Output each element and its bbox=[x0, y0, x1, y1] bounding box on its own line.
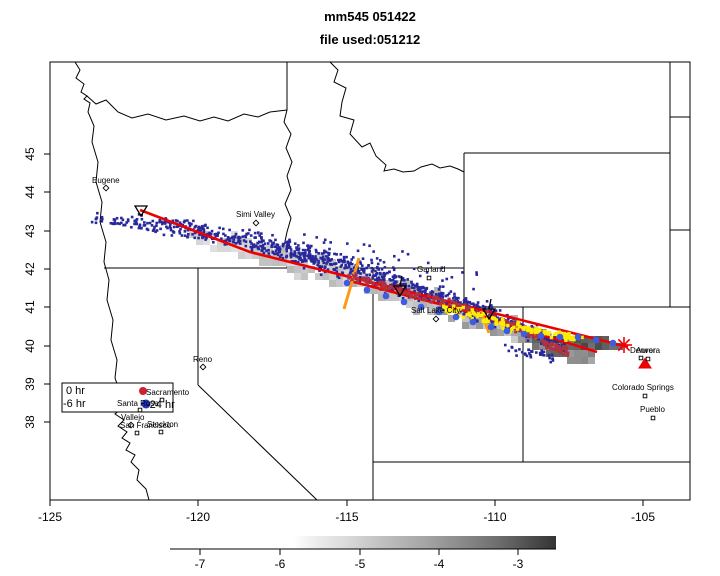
city-label: Santa Rosa bbox=[117, 399, 159, 408]
city-marker bbox=[199, 363, 207, 371]
time-step-dot bbox=[592, 336, 600, 344]
open-triangle-marker bbox=[133, 205, 149, 218]
x-tick-label: -125 bbox=[38, 510, 62, 524]
city-marker bbox=[645, 356, 651, 362]
triangle-stem bbox=[488, 298, 492, 310]
city-label: Denver bbox=[630, 346, 656, 355]
city-marker bbox=[158, 429, 164, 435]
time-step-dot bbox=[469, 318, 477, 326]
filled-triangle-marker bbox=[638, 357, 652, 369]
y-tick-label: 38 bbox=[23, 415, 37, 429]
colorbar-tick-label: -7 bbox=[195, 557, 206, 571]
orange-segment bbox=[342, 257, 361, 310]
city-labels: Eugene Simi Valley Garland Salt Lake City Re… bbox=[92, 176, 674, 436]
city-label: Eugene bbox=[92, 176, 120, 185]
colorbar: -7 -6 -5 -4 -3 bbox=[170, 536, 556, 571]
x-tick-label: -110 bbox=[483, 510, 506, 524]
time-step-dot bbox=[452, 313, 460, 321]
trajectory-time-dots bbox=[343, 279, 617, 347]
time-step-dot bbox=[343, 279, 351, 287]
time-step-dot bbox=[574, 333, 582, 341]
axes: -125 -120 -115 -110 -105 45 44 43 42 41 40 39 38 bbox=[23, 147, 655, 524]
time-step-dot bbox=[363, 286, 371, 294]
city-label: Sacramento bbox=[146, 388, 190, 397]
time-step-dot bbox=[537, 332, 545, 340]
colorbar-tick-label: -3 bbox=[513, 557, 524, 571]
time-step-dot bbox=[556, 333, 564, 341]
city-marker bbox=[127, 421, 135, 429]
city-label: Stockton bbox=[147, 420, 178, 429]
time-step-dot bbox=[417, 303, 425, 311]
plot-subtitle: file used:051212 bbox=[320, 32, 420, 47]
time-step-dot bbox=[400, 298, 408, 306]
time-step-dot bbox=[382, 292, 390, 300]
x-tick-label: -120 bbox=[186, 510, 210, 524]
colorbar-tick-label: -6 bbox=[275, 557, 286, 571]
legend-symbol-dot bbox=[141, 399, 151, 409]
x-tick-label: -115 bbox=[335, 510, 358, 524]
city-label: Salt Lake City bbox=[411, 306, 460, 315]
city-marker bbox=[134, 430, 140, 436]
time-step-dot bbox=[520, 330, 528, 338]
main-trajectory bbox=[139, 208, 629, 349]
time-step-dot bbox=[503, 327, 511, 335]
city-marker bbox=[137, 407, 143, 413]
time-step-dot bbox=[609, 339, 617, 347]
city-marker bbox=[102, 184, 110, 192]
city-marker bbox=[638, 355, 644, 361]
site-markers bbox=[133, 205, 652, 369]
plot-border bbox=[49, 61, 691, 501]
y-tick-label: 39 bbox=[23, 377, 37, 391]
colorbar-tick-label: -4 bbox=[434, 557, 445, 571]
city-marker bbox=[642, 393, 648, 399]
city-marker bbox=[432, 315, 440, 323]
plot-frame bbox=[49, 61, 691, 501]
particle-scatter-navy bbox=[90, 211, 566, 364]
city-label: Garland bbox=[417, 265, 445, 274]
city-marker bbox=[650, 415, 656, 421]
legend-symbol-dot bbox=[139, 387, 147, 395]
triangle-stem bbox=[399, 275, 403, 287]
legend-box bbox=[61, 382, 174, 413]
map-border-line bbox=[197, 384, 318, 501]
city-label: Vallejo bbox=[121, 413, 145, 422]
map-border-line bbox=[329, 61, 465, 173]
city-label: San Francisco bbox=[120, 421, 172, 430]
city-marker bbox=[159, 397, 165, 403]
city-label: Reno bbox=[193, 355, 213, 364]
city-label: Pueblo bbox=[640, 405, 665, 414]
time-step-dot bbox=[435, 308, 443, 316]
y-tick-label: 42 bbox=[23, 262, 37, 276]
map-border-line bbox=[86, 95, 288, 122]
x-tick-label: -105 bbox=[631, 510, 655, 524]
legend-entry-label: -6 hr bbox=[63, 398, 86, 410]
colorbar-tick-label: -5 bbox=[355, 557, 366, 571]
colorbar-bar bbox=[170, 536, 556, 549]
city-label: Simi Valley bbox=[236, 210, 275, 219]
asterisk-marker bbox=[617, 338, 631, 352]
y-tick-label: 40 bbox=[23, 339, 37, 353]
y-tick-label: 45 bbox=[23, 147, 37, 161]
plot-title: mm545 051422 bbox=[324, 9, 416, 24]
city-marker bbox=[252, 219, 260, 227]
legend: 0 hr-6 hr -24 hr bbox=[61, 382, 175, 413]
y-tick-label: 41 bbox=[23, 300, 37, 314]
y-tick-label: 43 bbox=[23, 224, 37, 238]
city-marker bbox=[426, 275, 432, 281]
legend-entry-label: -24 hr bbox=[146, 399, 175, 411]
titles: mm545 051422 file used:051212 bbox=[320, 9, 420, 47]
city-label: Colorado Springs bbox=[612, 383, 674, 392]
time-step-dot bbox=[487, 323, 495, 331]
y-tick-label: 44 bbox=[23, 185, 37, 199]
map-border-line bbox=[74, 61, 150, 501]
city-label: Aurora bbox=[636, 346, 661, 355]
legend-entry-label: 0 hr bbox=[66, 385, 85, 397]
